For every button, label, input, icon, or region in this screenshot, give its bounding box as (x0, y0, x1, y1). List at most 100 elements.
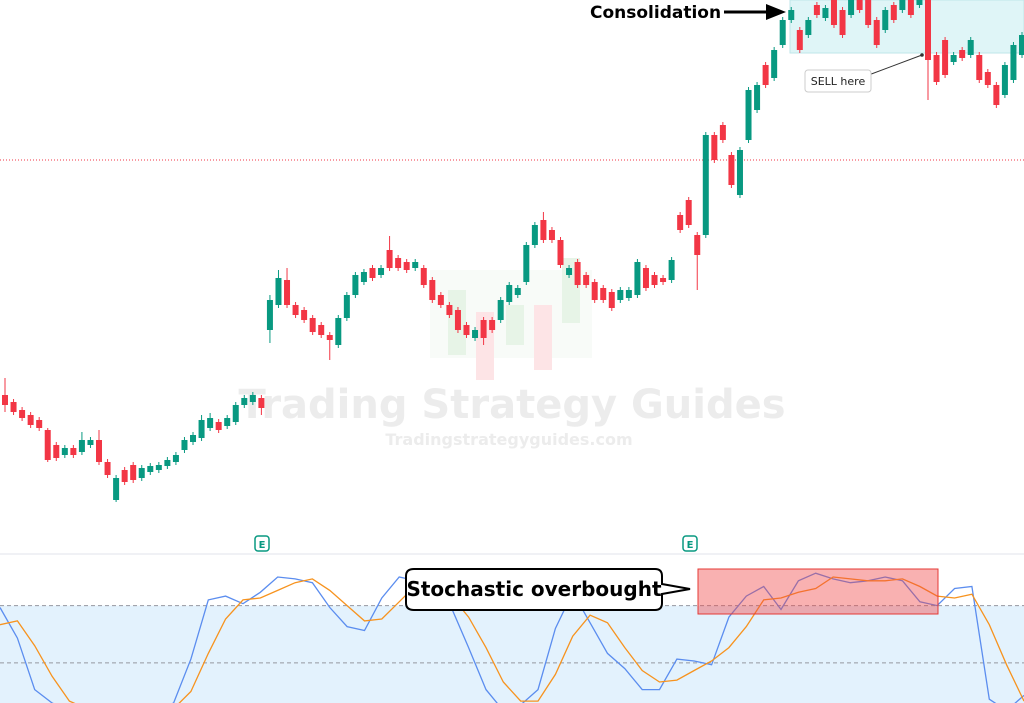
candle-body (924, 0, 931, 60)
candle-body (463, 325, 470, 335)
candle-body (668, 260, 675, 280)
candle-body (514, 288, 521, 295)
candle-body (155, 465, 162, 470)
candle-body (395, 258, 402, 268)
candle-body (719, 125, 726, 140)
candle-body (702, 135, 709, 235)
candle-body (625, 290, 632, 298)
candle-body (275, 278, 282, 305)
candle-body (318, 325, 325, 335)
candle-body (420, 268, 427, 285)
candle-body (959, 50, 966, 58)
candle-body (335, 318, 342, 345)
candle-body (745, 90, 752, 140)
candle-body (711, 135, 718, 160)
candle-body (27, 415, 34, 425)
candle-body (454, 310, 461, 330)
candle-body (472, 330, 479, 338)
watermark-url: Tradingstrategyguides.com (385, 430, 632, 449)
sell-box (804, 69, 872, 93)
candle-body (369, 268, 376, 278)
candle-body (360, 272, 367, 282)
candle-body (412, 262, 419, 268)
candle-body (830, 0, 837, 25)
candle-body (138, 468, 145, 478)
candle-body (326, 335, 333, 340)
earnings-label: E (259, 540, 266, 551)
candle-body (540, 220, 547, 240)
candle-body (916, 0, 923, 5)
stochastic-line (0, 576, 1024, 703)
candle-body (113, 478, 120, 500)
candle-body (574, 262, 581, 285)
candle-body (993, 85, 1000, 105)
candle-body (36, 420, 43, 428)
candle-body (378, 268, 385, 275)
candle-body (352, 275, 359, 295)
candle-body (266, 300, 273, 330)
candle-body (899, 0, 906, 10)
candle-body (19, 410, 26, 418)
candle-body (933, 55, 940, 82)
candle-body (215, 422, 222, 430)
candle-body (1010, 45, 1017, 80)
candle-body (284, 280, 291, 305)
candle-body (2, 395, 8, 405)
candle-body (190, 435, 197, 442)
candle-body (771, 50, 778, 78)
candle-body (61, 448, 68, 455)
candle-body (181, 440, 188, 450)
candle-body (796, 30, 803, 50)
candle-body (762, 65, 769, 85)
candle-body (164, 460, 171, 466)
candle-body (96, 440, 103, 462)
candle-body (984, 72, 991, 85)
stochastic-label: Stochastic overbought (406, 577, 661, 601)
candle-body (232, 405, 239, 422)
candle-body (130, 465, 137, 480)
candle-body (429, 280, 436, 300)
candle-body (566, 268, 573, 275)
candle-body (309, 318, 316, 332)
earnings-marker: E (254, 535, 270, 552)
candle-body (147, 466, 154, 472)
candle-body (557, 240, 564, 265)
sell-point (920, 53, 924, 57)
candle-body (608, 292, 615, 308)
watermark-title: Trading Strategy Guides (238, 382, 785, 428)
candle-body (198, 420, 205, 438)
price-pane (0, 0, 1024, 502)
candle-body (736, 150, 743, 195)
candle-body (865, 0, 872, 25)
candle-body (249, 395, 256, 402)
candle-body (104, 462, 111, 475)
candle-body (258, 398, 265, 408)
candle-body (78, 440, 85, 452)
stochastic-pane (0, 572, 1024, 703)
candle-body (839, 10, 846, 35)
candle-body (660, 278, 667, 282)
sell-pointer (865, 54, 923, 77)
candle-body (53, 445, 60, 458)
candle-body (301, 310, 308, 320)
candle-body (241, 398, 248, 405)
candle-body (813, 5, 820, 15)
consolidation-zone (789, 0, 1024, 54)
candle-body (728, 155, 735, 185)
candle-body (10, 402, 17, 412)
candle-body (976, 55, 983, 80)
candle-body (873, 20, 880, 45)
candle-body (207, 418, 214, 428)
arrow-head (766, 4, 786, 20)
candle-body (617, 290, 624, 300)
candle-body (591, 282, 598, 300)
candle-body (685, 200, 692, 225)
candle-body (87, 440, 94, 445)
candle-body (292, 305, 299, 315)
candle-body (848, 0, 855, 15)
candle-body (754, 85, 761, 110)
candle-body (967, 40, 974, 55)
candle-body (121, 470, 128, 482)
candle-body (480, 320, 487, 338)
watermark-logo (430, 258, 592, 380)
